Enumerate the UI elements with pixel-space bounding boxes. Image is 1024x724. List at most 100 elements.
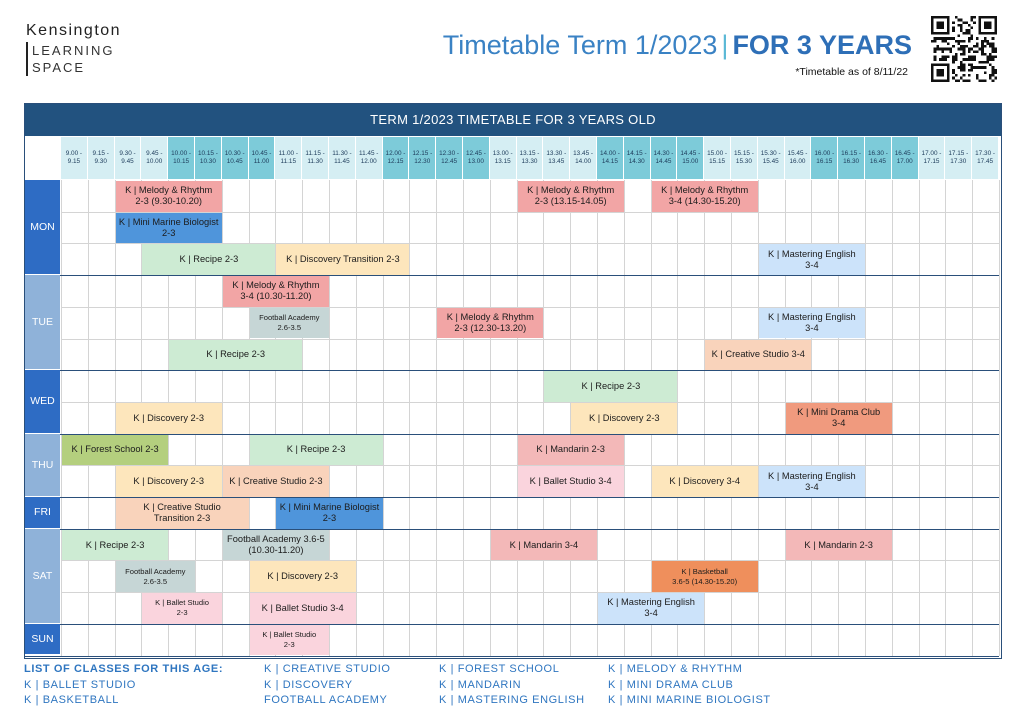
class-block[interactable]: K | Discovery 2-3 bbox=[115, 402, 222, 434]
time-slot-header: 14.45 - 15.00 bbox=[677, 137, 705, 179]
class-block[interactable]: K | Mastering English 3-4 bbox=[758, 307, 865, 339]
day-divider bbox=[25, 370, 999, 372]
class-block[interactable]: K | Mini Marine Biologist 2-3 bbox=[115, 212, 222, 244]
timetable-date-note: *Timetable as of 8/11/22 bbox=[795, 66, 908, 78]
day-divider bbox=[25, 623, 999, 625]
class-block[interactable]: Football Academy 2.6-3.5 bbox=[249, 307, 329, 339]
time-slot-header: 10.30 - 10.45 bbox=[221, 137, 249, 179]
class-block[interactable]: K | Discovery 2-3 bbox=[115, 466, 222, 497]
grid-row-line bbox=[61, 211, 999, 213]
time-slot-header: 9.45 - 10.00 bbox=[141, 137, 169, 179]
class-block[interactable]: Football Academy 3.6-5 (10.30-11.20) bbox=[222, 529, 329, 561]
class-block[interactable]: K | Melody & Rhythm 2-3 (12.30-13.20) bbox=[437, 307, 544, 339]
class-block[interactable]: K | Mastering English 3-4 bbox=[758, 466, 865, 497]
grid-column-line bbox=[87, 180, 89, 656]
class-block[interactable]: K | Ballet Studio 2-3 bbox=[142, 593, 222, 624]
legend-item: K | MELODY & RHYTHM bbox=[608, 663, 743, 675]
time-slot-header: 15.15 - 15.30 bbox=[731, 137, 758, 179]
day-label-sat: SAT bbox=[25, 528, 60, 624]
class-block[interactable]: K | Discovery 2-3 bbox=[571, 402, 678, 434]
grid-column-line bbox=[489, 180, 491, 656]
grid-column-line bbox=[436, 180, 438, 656]
time-slot-header: 14.00 - 14.15 bbox=[597, 137, 624, 179]
class-block[interactable]: K | Melody & Rhythm 3-4 (14.30-15.20) bbox=[651, 181, 758, 212]
legend-item: K | MANDARIN bbox=[439, 678, 522, 691]
grid-column-line bbox=[382, 180, 384, 656]
legend-item: K | DISCOVERY bbox=[264, 678, 353, 691]
time-slot-header: 11.00 - 11.15 bbox=[275, 137, 303, 179]
class-block[interactable]: K | Melody & Rhythm 3-4 (10.30-11.20) bbox=[222, 276, 329, 307]
day-divider bbox=[25, 275, 999, 277]
class-block[interactable]: K | Mini Marine Biologist 2-3 bbox=[276, 498, 383, 529]
class-block[interactable]: K | Creative Studio Transition 2-3 bbox=[115, 498, 249, 529]
time-slot-header: 17.00 - 17.15 bbox=[918, 137, 946, 179]
class-block[interactable]: K | Basketball 3.6-5 (14.30-15.20) bbox=[651, 561, 758, 593]
class-block[interactable]: K | Recipe 2-3 bbox=[142, 244, 276, 276]
class-block[interactable]: K | Melody & Rhythm 2-3 (9.30-10.20) bbox=[115, 181, 222, 212]
class-block[interactable]: K | Mastering English 3-4 bbox=[598, 593, 705, 624]
legend-heading: LIST OF CLASSES FOR THIS AGE: bbox=[24, 663, 224, 675]
class-block[interactable]: K | Ballet Studio 2-3 bbox=[249, 624, 329, 656]
grid-column-line bbox=[516, 180, 518, 656]
time-slot-header: 11.30 - 11.45 bbox=[329, 137, 356, 179]
class-list-legend: LIST OF CLASSES FOR THIS AGE: K | BALLET … bbox=[24, 663, 1004, 719]
grid-column-line bbox=[999, 180, 1000, 656]
grid-column-line bbox=[677, 180, 679, 656]
day-label-mon: MON bbox=[25, 180, 60, 276]
class-block[interactable]: K | Ballet Studio 3-4 bbox=[517, 466, 624, 497]
legend-item: K | CREATIVE STUDIO bbox=[264, 663, 391, 675]
time-slot-header: 16.45 - 17.00 bbox=[891, 137, 919, 179]
day-label-sun: SUN bbox=[25, 623, 60, 656]
time-slot-header: 9.00 - 9.15 bbox=[61, 137, 88, 179]
time-slot-header: 12.15 - 12.30 bbox=[409, 137, 437, 179]
grid-column-line bbox=[355, 180, 357, 656]
grid-column-line bbox=[409, 180, 411, 656]
time-slot-header: 10.45 - 11.00 bbox=[248, 137, 276, 179]
class-block[interactable]: K | Discovery 2-3 bbox=[249, 561, 356, 593]
class-block[interactable]: K | Ballet Studio 3-4 bbox=[249, 593, 356, 624]
time-slot-header: 14.15 - 14.30 bbox=[623, 137, 651, 179]
class-block[interactable]: K | Recipe 2-3 bbox=[169, 339, 303, 371]
legend-item: K | BASKETBALL bbox=[24, 694, 120, 706]
logo-brand: Kensington bbox=[26, 22, 122, 39]
time-slot-header: 14.30 - 14.45 bbox=[650, 137, 678, 179]
grid-column-line bbox=[221, 180, 223, 656]
class-block[interactable]: K | Mandarin 3-4 bbox=[490, 529, 597, 561]
time-slot-header: 13.45 - 14.00 bbox=[570, 137, 597, 179]
logo: Kensington LEARNING SPACE bbox=[26, 22, 166, 76]
grid-column-line bbox=[704, 180, 706, 656]
time-slot-header: 11.15 - 11.30 bbox=[302, 137, 329, 179]
qr-code-icon[interactable] bbox=[930, 16, 998, 82]
time-slot-header: 15.45 - 16.00 bbox=[784, 137, 812, 179]
grid-column-line bbox=[891, 180, 893, 656]
class-block[interactable]: K | Creative Studio 2-3 bbox=[222, 466, 329, 497]
grid-row-line bbox=[61, 592, 999, 594]
legend-item: K | MINI MARINE BIOLOGIST bbox=[608, 694, 771, 706]
timetable-grid: TERM 1/2023 TIMETABLE FOR 3 YEARS OLD 9.… bbox=[24, 103, 1002, 659]
class-block[interactable]: Football Academy 2.6-3.5 bbox=[115, 561, 195, 593]
class-block[interactable]: K | Melody & Rhythm 2-3 (13.15-14.05) bbox=[517, 181, 624, 212]
class-block[interactable]: K | Mandarin 2-3 bbox=[785, 529, 892, 561]
legend-item: K | MASTERING ENGLISH bbox=[439, 694, 585, 706]
time-slot-header: 16.00 - 16.15 bbox=[811, 137, 839, 179]
time-slot-header: 13.15 - 13.30 bbox=[516, 137, 544, 179]
grid-column-line bbox=[945, 180, 947, 656]
grid-column-line bbox=[329, 180, 330, 656]
page-title: Timetable Term 1/2023 | FOR 3 YEARS bbox=[300, 30, 912, 61]
time-slot-header: 13.30 - 13.45 bbox=[543, 137, 571, 179]
class-block[interactable]: K | Forest School 2-3 bbox=[62, 434, 169, 466]
class-block[interactable]: K | Mini Drama Club 3-4 bbox=[785, 402, 892, 434]
class-block[interactable]: K | Mastering English 3-4 bbox=[758, 244, 865, 276]
class-block[interactable]: K | Recipe 2-3 bbox=[544, 371, 678, 402]
class-block[interactable]: K | Recipe 2-3 bbox=[249, 434, 383, 466]
grid-row-line bbox=[61, 560, 999, 562]
class-block[interactable]: K | Discovery Transition 2-3 bbox=[276, 244, 410, 276]
class-block[interactable]: K | Mandarin 2-3 bbox=[517, 434, 624, 466]
logo-line-2: SPACE bbox=[32, 60, 86, 75]
class-block[interactable]: K | Recipe 2-3 bbox=[62, 529, 169, 561]
class-block[interactable]: K | Creative Studio 3-4 bbox=[705, 339, 812, 371]
title-term: Timetable Term 1/2023 bbox=[442, 30, 718, 60]
day-label-tue: TUE bbox=[25, 275, 60, 371]
class-block[interactable]: K | Discovery 3-4 bbox=[651, 466, 758, 497]
legend-item: K | MINI DRAMA CLUB bbox=[608, 678, 734, 691]
